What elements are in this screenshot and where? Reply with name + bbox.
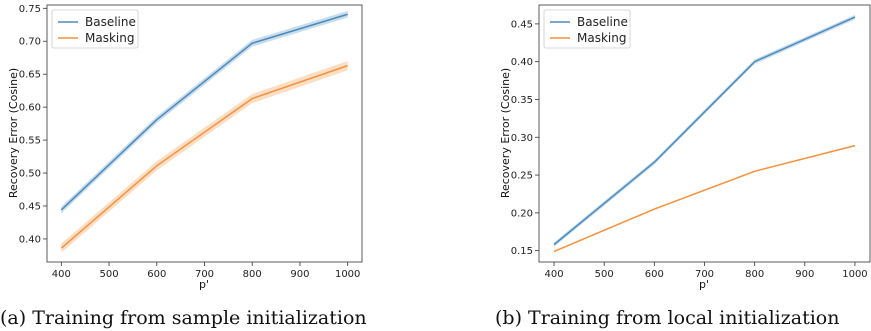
- legend-item-masking: Masking: [58, 31, 134, 45]
- x-tick-label: 600: [645, 269, 664, 280]
- y-axis-label: Recovery Error (Cosine): [499, 68, 512, 198]
- x-tick-label: 900: [795, 269, 814, 280]
- y-tick: 0.40: [19, 234, 47, 245]
- y-axis-label: Recovery Error (Cosine): [7, 68, 20, 198]
- y-tick-label: 0.35: [511, 95, 533, 106]
- y-tick-label: 0.60: [19, 103, 41, 114]
- x-axis-label: p': [199, 278, 209, 291]
- line-masking: [60, 64, 348, 249]
- chart-local-initialization: 400 500 600 700 800 900 1000 0.150.200.250.300…: [495, 4, 871, 329]
- legend-item-baseline: Baseline: [58, 15, 136, 29]
- x-tick: 1000: [842, 262, 868, 280]
- y-tick: 0.70: [19, 37, 47, 48]
- y-tick: 0.50: [19, 169, 47, 180]
- x-tick-label: 700: [695, 269, 714, 280]
- x-tick: 600: [147, 262, 166, 280]
- series-lines: [553, 16, 856, 253]
- x-tick: 800: [243, 262, 262, 280]
- band-baseline: [554, 14, 855, 247]
- y-tick-label: 0.20: [511, 208, 533, 219]
- chart-sample-initialization: 400 500 600 700 800 900 1000 0.400.450.500.550…: [0, 4, 367, 329]
- y-tick-label: 0.70: [19, 37, 41, 48]
- y-tick: 0.30: [511, 133, 539, 144]
- y-tick: 0.55: [19, 136, 47, 147]
- y-tick-label: 0.50: [19, 169, 41, 180]
- legend-label: Masking: [577, 31, 626, 45]
- x-tick: 500: [99, 262, 119, 280]
- caption: (a) Training from sample initialization: [0, 307, 367, 329]
- x-tick: 1000: [335, 262, 360, 280]
- y-tick-label: 0.45: [511, 19, 533, 30]
- y-tick-label: 0.45: [19, 201, 41, 212]
- legend-item-baseline: Baseline: [550, 15, 628, 29]
- line-baseline: [553, 16, 856, 246]
- legend-item-masking: Masking: [550, 31, 626, 45]
- x-tick-label: 1000: [842, 269, 867, 280]
- x-ticks: 400 500 600 700 800 900 1000: [52, 262, 360, 280]
- y-ticks: 0.15 0.20 0.25 0.30 0.35 0.40 0.45: [511, 19, 539, 257]
- x-tick: 700: [695, 262, 714, 280]
- legend: Baseline Masking: [51, 9, 139, 49]
- legend-label: Masking: [85, 31, 134, 45]
- y-tick: 0.45: [511, 19, 539, 30]
- x-tick-label: 1000: [335, 269, 360, 280]
- y-tick: 0.45: [19, 201, 47, 212]
- x-tick-label: 700: [195, 269, 214, 280]
- x-ticks: 400 500 600 700 800 900 1000: [544, 262, 868, 280]
- x-tick: 700: [195, 262, 214, 280]
- line-masking: [553, 144, 856, 253]
- x-tick: 500: [595, 262, 614, 280]
- x-tick-label: 500: [99, 269, 118, 280]
- confidence-bands: [554, 14, 855, 253]
- x-tick: 900: [795, 262, 814, 280]
- x-tick: 400: [544, 262, 564, 280]
- y-tick-label: 0.40: [511, 57, 533, 68]
- line-baseline: [60, 13, 348, 211]
- x-tick-label: 400: [544, 269, 563, 280]
- legend-label: Baseline: [85, 15, 136, 29]
- band-masking: [554, 144, 855, 253]
- series-lines: [60, 13, 348, 249]
- y-tick-label: 0.55: [19, 136, 41, 147]
- y-tick-label: 0.25: [511, 171, 533, 182]
- y-tick: 0.20: [511, 208, 539, 219]
- x-tick: 800: [745, 262, 764, 280]
- y-tick-label: 0.65: [19, 70, 41, 81]
- y-tick: 0.40: [511, 57, 539, 68]
- x-tick-label: 600: [147, 269, 166, 280]
- x-tick-label: 500: [595, 269, 614, 280]
- x-tick-label: 400: [52, 269, 71, 280]
- band-masking: [61, 61, 348, 253]
- y-ticks: 0.40 0.45 0.50 0.55 0.60 0.65 0.70 0.75: [19, 4, 47, 245]
- y-tick-label: 0.30: [511, 133, 533, 144]
- y-tick-label: 0.75: [19, 4, 41, 15]
- y-tick: 0.75: [19, 4, 47, 15]
- legend: Baseline Masking: [543, 9, 631, 49]
- y-tick: 0.35: [511, 95, 539, 106]
- x-tick: 900: [290, 262, 310, 280]
- legend-label: Baseline: [577, 15, 628, 29]
- y-tick-label: 0.15: [511, 246, 533, 257]
- x-tick-label: 800: [745, 269, 764, 280]
- x-axis-label: p': [699, 278, 709, 291]
- y-tick: 0.65: [19, 70, 47, 81]
- y-tick: 0.25: [511, 171, 539, 182]
- x-tick: 600: [645, 262, 664, 280]
- x-tick-label: 800: [243, 269, 262, 280]
- caption: (b) Training from local initialization: [495, 307, 839, 329]
- x-tick: 400: [52, 262, 71, 280]
- x-tick-label: 900: [290, 269, 309, 280]
- y-tick: 0.60: [19, 103, 47, 114]
- y-tick-label: 0.40: [19, 234, 41, 245]
- y-tick: 0.15: [511, 246, 539, 257]
